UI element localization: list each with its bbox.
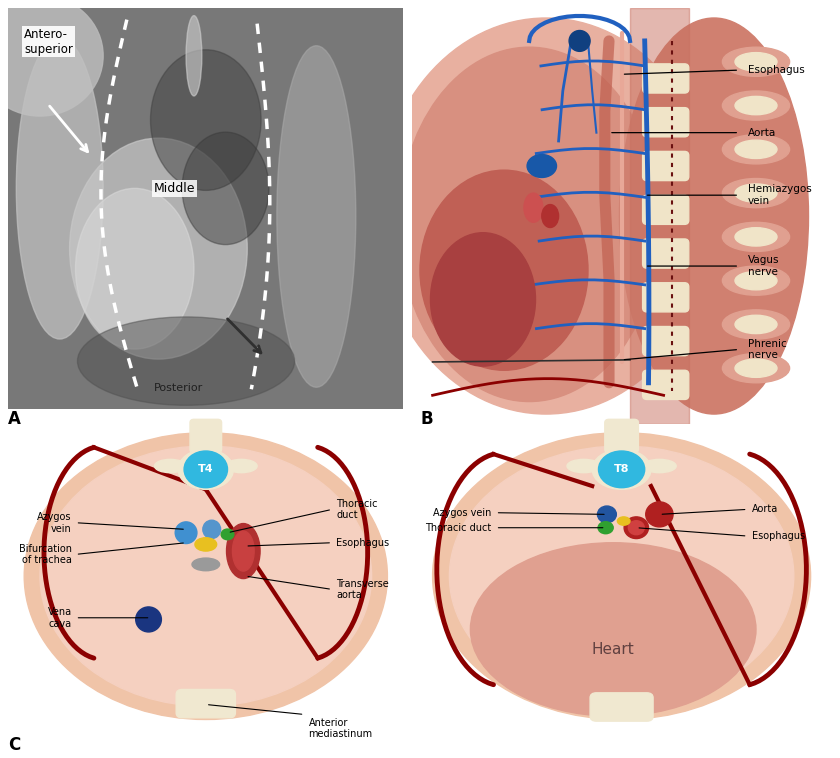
FancyBboxPatch shape bbox=[643, 327, 689, 356]
Text: Anterior
mediastinum: Anterior mediastinum bbox=[308, 718, 373, 739]
Text: Hemiazygos
vein: Hemiazygos vein bbox=[748, 184, 811, 206]
Text: C: C bbox=[8, 737, 21, 754]
Circle shape bbox=[598, 522, 613, 534]
Text: Phrenic
nerve: Phrenic nerve bbox=[748, 339, 786, 360]
Ellipse shape bbox=[77, 317, 295, 406]
Ellipse shape bbox=[195, 537, 217, 551]
Ellipse shape bbox=[722, 353, 790, 383]
Text: Azygos vein: Azygos vein bbox=[433, 508, 491, 518]
Text: Azygos
vein: Azygos vein bbox=[37, 512, 71, 534]
Text: Transverse
aorta: Transverse aorta bbox=[336, 578, 389, 600]
Ellipse shape bbox=[722, 310, 790, 339]
Text: Thoracic duct: Thoracic duct bbox=[425, 523, 491, 533]
Text: Aorta: Aorta bbox=[748, 127, 776, 138]
Ellipse shape bbox=[192, 558, 219, 571]
Text: Heart: Heart bbox=[592, 642, 634, 657]
Ellipse shape bbox=[176, 522, 197, 543]
Ellipse shape bbox=[735, 140, 777, 158]
Bar bbox=[630, 8, 689, 424]
Ellipse shape bbox=[735, 227, 777, 246]
Ellipse shape bbox=[420, 171, 588, 371]
Ellipse shape bbox=[735, 315, 777, 334]
FancyBboxPatch shape bbox=[643, 196, 689, 224]
Ellipse shape bbox=[178, 449, 234, 490]
Ellipse shape bbox=[735, 271, 777, 290]
Ellipse shape bbox=[722, 179, 790, 208]
Ellipse shape bbox=[624, 517, 648, 538]
Text: Antero-
superior: Antero- superior bbox=[24, 28, 73, 55]
Text: T8: T8 bbox=[614, 465, 629, 475]
Ellipse shape bbox=[378, 18, 714, 414]
Ellipse shape bbox=[643, 459, 676, 473]
FancyBboxPatch shape bbox=[176, 690, 235, 718]
Text: Vena
cava: Vena cava bbox=[47, 607, 71, 628]
Ellipse shape bbox=[431, 233, 536, 366]
Ellipse shape bbox=[449, 446, 794, 706]
Ellipse shape bbox=[524, 193, 543, 222]
Text: T4: T4 bbox=[198, 465, 213, 475]
Ellipse shape bbox=[542, 205, 559, 227]
Ellipse shape bbox=[646, 502, 673, 527]
Circle shape bbox=[184, 451, 228, 487]
Ellipse shape bbox=[433, 433, 811, 719]
Ellipse shape bbox=[470, 543, 756, 716]
FancyBboxPatch shape bbox=[643, 239, 689, 268]
Ellipse shape bbox=[150, 50, 261, 190]
Ellipse shape bbox=[399, 47, 659, 402]
Ellipse shape bbox=[597, 506, 617, 523]
Ellipse shape bbox=[155, 459, 186, 473]
Ellipse shape bbox=[76, 189, 194, 349]
FancyBboxPatch shape bbox=[643, 283, 689, 312]
Ellipse shape bbox=[202, 520, 221, 538]
Text: Vagus
nerve: Vagus nerve bbox=[748, 255, 780, 277]
Ellipse shape bbox=[722, 47, 790, 77]
Ellipse shape bbox=[0, 0, 103, 116]
Text: Bifurcation
of trachea: Bifurcation of trachea bbox=[18, 543, 71, 565]
FancyBboxPatch shape bbox=[643, 108, 689, 137]
Ellipse shape bbox=[70, 138, 247, 359]
Text: Esophagus: Esophagus bbox=[752, 531, 805, 541]
Ellipse shape bbox=[620, 18, 809, 414]
FancyBboxPatch shape bbox=[643, 371, 689, 399]
FancyBboxPatch shape bbox=[591, 693, 654, 721]
Ellipse shape bbox=[225, 459, 257, 473]
Ellipse shape bbox=[567, 459, 601, 473]
Text: Posterior: Posterior bbox=[154, 384, 202, 393]
Text: Esophagus: Esophagus bbox=[336, 537, 389, 548]
Ellipse shape bbox=[735, 96, 777, 114]
Circle shape bbox=[570, 30, 591, 52]
Circle shape bbox=[221, 529, 234, 540]
Ellipse shape bbox=[592, 449, 651, 490]
FancyBboxPatch shape bbox=[605, 419, 638, 453]
Ellipse shape bbox=[277, 45, 356, 387]
Text: Middle: Middle bbox=[154, 182, 195, 195]
Ellipse shape bbox=[735, 184, 777, 202]
Ellipse shape bbox=[722, 135, 790, 164]
Ellipse shape bbox=[722, 222, 790, 252]
Text: Thoracic
duct: Thoracic duct bbox=[336, 499, 378, 520]
Text: A: A bbox=[8, 411, 21, 428]
FancyBboxPatch shape bbox=[643, 152, 689, 180]
Text: B: B bbox=[420, 411, 433, 428]
Ellipse shape bbox=[722, 91, 790, 121]
Ellipse shape bbox=[722, 266, 790, 296]
Text: Aorta: Aorta bbox=[752, 504, 778, 515]
Circle shape bbox=[598, 451, 645, 487]
Ellipse shape bbox=[628, 521, 644, 534]
Ellipse shape bbox=[16, 38, 103, 339]
Text: Esophagus: Esophagus bbox=[748, 65, 805, 75]
Ellipse shape bbox=[617, 517, 630, 525]
Ellipse shape bbox=[735, 52, 777, 71]
FancyBboxPatch shape bbox=[643, 64, 689, 93]
Ellipse shape bbox=[182, 132, 269, 245]
Ellipse shape bbox=[233, 531, 255, 571]
Ellipse shape bbox=[24, 433, 387, 719]
Ellipse shape bbox=[227, 524, 260, 578]
FancyBboxPatch shape bbox=[190, 419, 222, 453]
Ellipse shape bbox=[40, 446, 371, 706]
Ellipse shape bbox=[186, 16, 202, 96]
Ellipse shape bbox=[735, 359, 777, 377]
Ellipse shape bbox=[136, 607, 161, 632]
Ellipse shape bbox=[528, 155, 557, 177]
